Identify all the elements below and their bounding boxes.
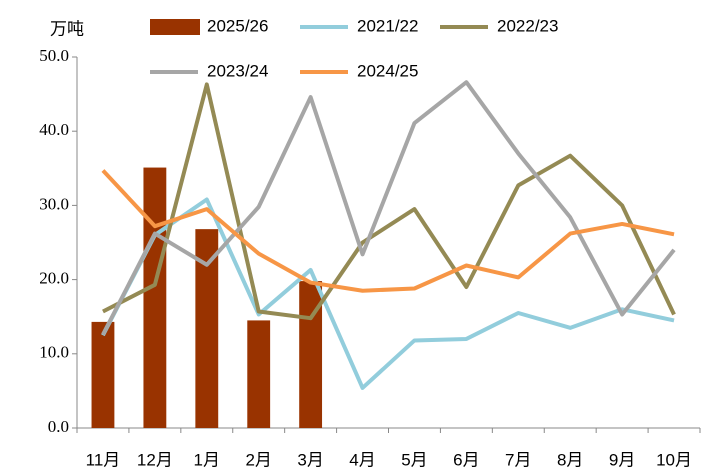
- bar: [91, 321, 115, 428]
- line: [101, 80, 676, 336]
- legend-label: 2022/23: [497, 16, 558, 35]
- legend-label: 2021/22: [357, 16, 418, 35]
- y-tick-label: 50.0: [39, 46, 69, 65]
- y-axis-label: 万吨: [50, 19, 84, 38]
- x-tick-label: 3月: [297, 450, 323, 469]
- x-tick-label: 11月: [86, 450, 121, 469]
- x-tick-label: 9月: [609, 450, 635, 469]
- legend-label: 2024/25: [357, 61, 418, 80]
- x-tick-label: 1月: [194, 450, 220, 469]
- legend-label: 2025/26: [207, 16, 268, 35]
- legend-label: 2023/24: [207, 61, 268, 80]
- y-tick-label: 10.0: [39, 343, 69, 362]
- y-tick-label: 20.0: [39, 269, 69, 288]
- x-tick-label: 10月: [656, 450, 692, 469]
- bar: [195, 229, 219, 428]
- x-tick-label: 4月: [349, 450, 375, 469]
- x-tick-label: 7月: [505, 450, 531, 469]
- x-tick-label: 5月: [401, 450, 427, 469]
- bar: [247, 320, 271, 428]
- x-tick-label: 8月: [557, 450, 583, 469]
- x-tick-label: 12月: [137, 450, 173, 469]
- line: [102, 82, 676, 321]
- bar: [143, 167, 167, 429]
- y-tick-label: 30.0: [39, 194, 69, 213]
- y-tick-label: 0.0: [48, 417, 69, 436]
- legend-swatch: [150, 19, 200, 35]
- x-tick-label: 2月: [245, 450, 271, 469]
- line: [101, 197, 675, 390]
- x-tick-label: 6月: [453, 450, 479, 469]
- line: [101, 169, 675, 293]
- y-tick-label: 40.0: [39, 120, 69, 139]
